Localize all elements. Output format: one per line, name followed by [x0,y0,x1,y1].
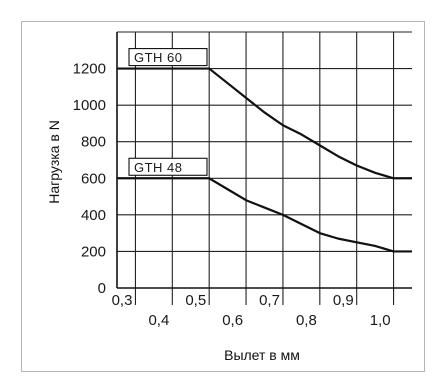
x-tick-label: 0,7 [259,292,280,309]
y-tick-label: 200 [81,243,106,260]
y-tick-label: 600 [81,170,106,187]
y-tick-label: 1000 [73,97,106,114]
series-tag-label: GTH 48 [134,160,183,175]
y-tick-labels: 0 200 400 600 800 1000 1200 [73,61,106,297]
series-tag: GTH 48 [128,157,208,176]
series-lines [117,67,412,253]
x-tick-label: 0,9 [333,292,354,309]
y-axis-title: Нагрузка в N [46,120,62,204]
y-tick-label: 800 [81,134,106,151]
series-line [117,67,412,180]
grid [117,31,412,305]
x-tick-label: 0,3 [112,292,133,309]
x-tick-label: 0,6 [222,312,243,329]
series-tag-label: GTH 60 [134,50,183,65]
series-tags: GTH 60 GTH 48 [128,48,208,176]
series-tag: GTH 60 [128,48,208,67]
y-tick-label: 1200 [73,61,106,78]
series-tag-box [128,157,208,176]
axes [116,32,412,289]
x-tick-label: 0,5 [185,292,206,309]
x-tick-label: 0,8 [296,312,317,329]
x-tick-labels: 0,3 0,4 0,5 0,6 0,7 0,8 0,9 1,0 [112,292,391,329]
x-tick-label: 0,4 [148,312,169,329]
x-tick-label: 1,0 [370,312,391,329]
chart-frame [21,21,425,372]
y-tick-label: 0 [98,280,106,297]
x-axis-title: Вылет в мм [224,347,300,363]
y-tick-label: 400 [81,207,106,224]
series-tag-box [128,48,208,67]
series-line [117,177,412,253]
